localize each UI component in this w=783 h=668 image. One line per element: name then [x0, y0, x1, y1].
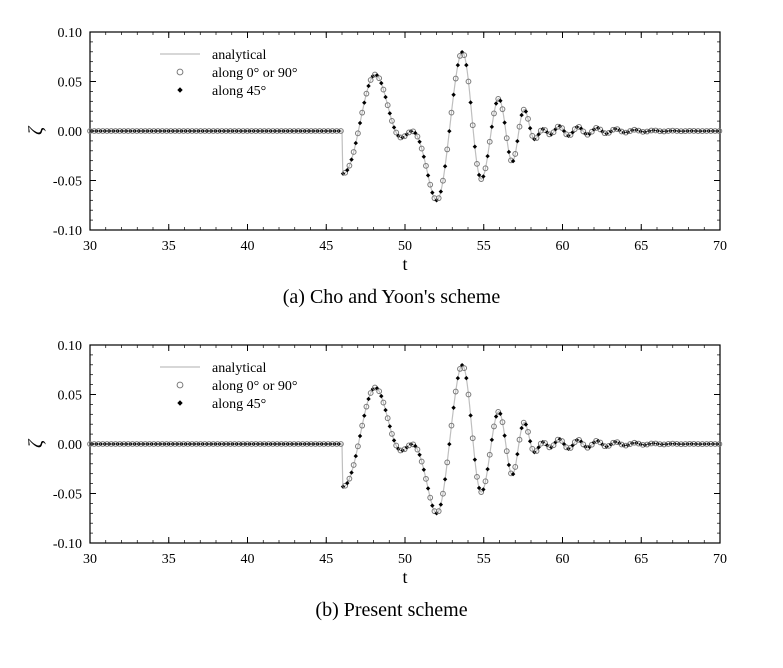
svg-text:-0.10: -0.10: [53, 537, 82, 552]
svg-text:ζ: ζ: [25, 125, 47, 135]
svg-text:70: 70: [713, 239, 727, 254]
svg-text:35: 35: [162, 552, 176, 567]
svg-text:0.05: 0.05: [58, 389, 83, 404]
svg-text:ζ: ζ: [25, 438, 47, 448]
svg-text:65: 65: [634, 552, 648, 567]
svg-text:t: t: [402, 254, 407, 274]
svg-text:60: 60: [556, 552, 570, 567]
svg-text:40: 40: [241, 552, 255, 567]
svg-text:analytical: analytical: [212, 361, 267, 376]
svg-text:40: 40: [241, 239, 255, 254]
svg-text:-0.10: -0.10: [53, 224, 82, 239]
svg-text:0.10: 0.10: [58, 339, 83, 354]
svg-text:55: 55: [477, 552, 491, 567]
svg-text:50: 50: [398, 552, 412, 567]
svg-text:along 45°: along 45°: [212, 84, 266, 99]
svg-text:along 0° or 90°: along 0° or 90°: [212, 379, 297, 394]
svg-text:70: 70: [713, 552, 727, 567]
svg-text:0.00: 0.00: [58, 438, 83, 453]
chart-a-block: -0.10 -0.05 0.00 0.05 0.10 30 35 40 45 50 55 60 65 70…: [20, 20, 763, 323]
chart-b-block: -0.10 -0.05 0.00 0.05 0.10 30 35 40 45 50 55 60 65 70…: [20, 333, 763, 636]
figure-container: -0.10 -0.05 0.00 0.05 0.10 30 35 40 45 50 55 60 65 70…: [20, 20, 763, 636]
chart-a: -0.10 -0.05 0.00 0.05 0.10 30 35 40 45 50 55 60 65 70…: [20, 20, 740, 280]
svg-text:-0.05: -0.05: [53, 175, 82, 190]
svg-text:65: 65: [634, 239, 648, 254]
svg-text:0.05: 0.05: [58, 76, 83, 91]
caption-a: (a) Cho and Yoon's scheme: [20, 280, 763, 323]
svg-text:45: 45: [319, 239, 333, 254]
svg-text:50: 50: [398, 239, 412, 254]
svg-text:-0.05: -0.05: [53, 488, 82, 503]
svg-text:0.10: 0.10: [58, 26, 83, 41]
svg-text:45: 45: [319, 552, 333, 567]
svg-text:t: t: [402, 567, 407, 587]
svg-text:along 45°: along 45°: [212, 397, 266, 412]
svg-text:30: 30: [83, 239, 97, 254]
chart-b: -0.10 -0.05 0.00 0.05 0.10 30 35 40 45 50 55 60 65 70…: [20, 333, 740, 593]
svg-text:55: 55: [477, 239, 491, 254]
caption-b: (b) Present scheme: [20, 593, 763, 636]
svg-text:30: 30: [83, 552, 97, 567]
svg-text:analytical: analytical: [212, 48, 267, 63]
svg-text:0.00: 0.00: [58, 125, 83, 140]
svg-text:35: 35: [162, 239, 176, 254]
svg-text:along 0° or 90°: along 0° or 90°: [212, 66, 297, 81]
svg-text:60: 60: [556, 239, 570, 254]
